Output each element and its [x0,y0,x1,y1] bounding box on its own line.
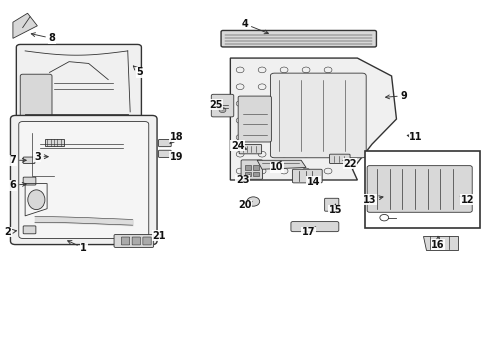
Text: 21: 21 [153,231,166,240]
Text: 3: 3 [34,152,48,162]
FancyBboxPatch shape [239,144,262,154]
FancyBboxPatch shape [330,154,350,163]
Text: 4: 4 [242,19,269,34]
Circle shape [219,108,226,113]
FancyBboxPatch shape [270,73,366,158]
Polygon shape [423,235,458,250]
Text: 1: 1 [68,240,87,253]
Text: 2: 2 [4,227,17,237]
Circle shape [247,197,260,206]
FancyBboxPatch shape [211,94,234,117]
FancyBboxPatch shape [143,237,151,245]
FancyBboxPatch shape [293,169,322,183]
FancyBboxPatch shape [221,31,376,47]
FancyBboxPatch shape [238,96,271,142]
Text: 18: 18 [170,132,183,143]
FancyBboxPatch shape [241,160,263,179]
FancyBboxPatch shape [114,234,154,247]
Text: 10: 10 [270,161,284,172]
FancyBboxPatch shape [253,172,259,176]
Bar [365,151,480,228]
Text: 23: 23 [236,175,250,185]
Text: 20: 20 [238,200,252,210]
FancyBboxPatch shape [19,122,149,238]
FancyBboxPatch shape [23,177,36,185]
FancyBboxPatch shape [20,74,52,117]
FancyBboxPatch shape [367,166,472,212]
FancyBboxPatch shape [23,226,36,234]
FancyBboxPatch shape [159,150,171,157]
FancyBboxPatch shape [159,139,171,147]
FancyBboxPatch shape [23,157,35,163]
Text: 24: 24 [231,141,246,151]
Text: 19: 19 [170,152,183,162]
Text: 6: 6 [9,180,26,190]
FancyBboxPatch shape [291,222,339,231]
Text: 7: 7 [9,155,26,165]
FancyBboxPatch shape [245,172,251,176]
Polygon shape [257,160,306,169]
FancyBboxPatch shape [253,165,259,170]
Text: 22: 22 [343,159,357,169]
Text: 15: 15 [329,204,342,216]
FancyBboxPatch shape [245,165,251,170]
Text: 8: 8 [31,33,55,43]
Polygon shape [13,13,37,39]
Text: 14: 14 [307,177,320,187]
Text: 11: 11 [407,132,423,142]
Ellipse shape [28,190,45,210]
FancyBboxPatch shape [45,139,64,146]
FancyBboxPatch shape [122,237,130,245]
Text: 25: 25 [209,100,223,110]
FancyBboxPatch shape [16,44,142,122]
FancyBboxPatch shape [10,116,157,244]
FancyBboxPatch shape [132,237,141,245]
Text: 9: 9 [386,91,407,101]
Text: 5: 5 [133,66,143,77]
FancyBboxPatch shape [325,198,339,211]
Text: 16: 16 [431,236,445,249]
Polygon shape [230,58,396,180]
Text: 13: 13 [363,195,383,205]
Text: 12: 12 [460,195,474,205]
Text: 17: 17 [302,227,316,237]
